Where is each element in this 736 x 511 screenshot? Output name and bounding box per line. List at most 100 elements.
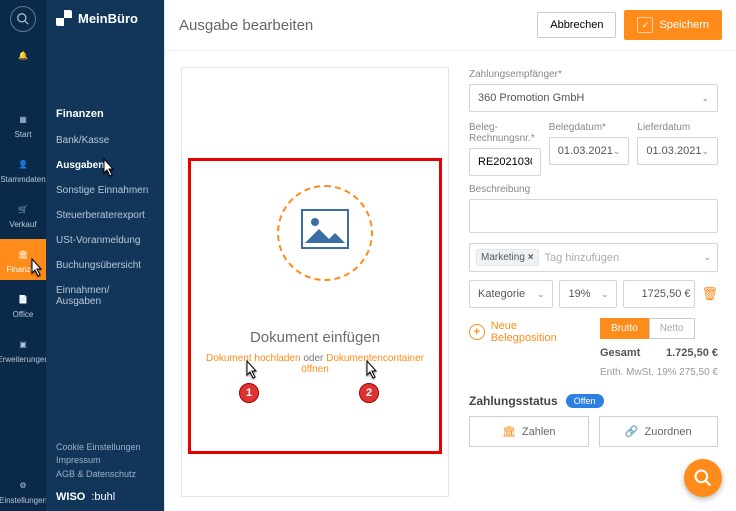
help-fab[interactable] xyxy=(684,459,722,497)
sidebar-item-buchung[interactable]: Buchungsübersicht xyxy=(46,253,164,278)
assign-label: Zuordnen xyxy=(645,426,692,438)
left-rail: 🔔 ▦Start 👤Stammdaten 🛒Verkauf 🏛Finanzen … xyxy=(0,0,46,511)
brand-logo-icon xyxy=(56,10,72,26)
office-icon: 📄 xyxy=(14,290,32,308)
category-value: Kategorie xyxy=(478,288,525,300)
sidebar-item-einnahmen[interactable]: Sonstige Einnahmen xyxy=(46,178,164,203)
vat-select[interactable]: 19% ⌄ xyxy=(559,280,617,308)
check-icon: ✓ xyxy=(637,17,653,33)
deldate-label: Lieferdatum xyxy=(637,122,718,133)
desc-input[interactable] xyxy=(469,199,718,233)
footer-link-impressum[interactable]: Impressum xyxy=(56,454,154,468)
delete-line-button[interactable]: 🗑 xyxy=(701,286,718,302)
tag-chip[interactable]: Marketing × xyxy=(476,249,539,266)
cursor-icon xyxy=(98,157,118,179)
chevron-down-icon: ⌄ xyxy=(703,252,711,263)
status-heading: Zahlungsstatus xyxy=(469,394,558,408)
page-title: Ausgabe bearbeiten xyxy=(179,17,537,34)
rail-stammdaten[interactable]: 👤 Stammdaten xyxy=(0,149,46,190)
mwst-value: 275,50 € xyxy=(679,367,718,378)
tag-remove-icon[interactable]: × xyxy=(528,252,534,263)
pay-button[interactable]: 🏛 Zahlen xyxy=(469,416,589,447)
document-panel: Dokument einfügen Dokument hochladen ode… xyxy=(165,51,465,511)
mwst-label: Enth. MwSt. 19% xyxy=(600,367,677,378)
link-icon: 🔗 xyxy=(625,425,639,438)
sidebar-item-ausgaben[interactable]: Ausgaben xyxy=(46,153,164,178)
save-button[interactable]: ✓ Speichern xyxy=(624,10,722,40)
payee-label: Zahlungsempfänger* xyxy=(469,69,718,80)
deldate-input[interactable]: 01.03.2021⌄ xyxy=(637,137,718,165)
payee-value: 360 Promotion GmbH xyxy=(478,92,584,104)
invno-label: Beleg-Rechnungsnr.* xyxy=(469,122,541,144)
vat-value: 19% xyxy=(568,288,590,300)
chevron-down-icon: ⌄ xyxy=(701,146,709,157)
docdate-input[interactable]: 01.03.2021⌄ xyxy=(549,137,630,165)
add-position-label: Neue Belegposition xyxy=(491,320,584,344)
sidebar-group: Finanzen xyxy=(46,100,164,128)
save-label: Speichern xyxy=(659,19,709,31)
tag-placeholder: Tag hinzufügen xyxy=(545,252,620,264)
rail-label: Start xyxy=(15,130,32,139)
pay-icon: 🏛 xyxy=(502,425,516,438)
toggle-netto[interactable]: Netto xyxy=(649,318,695,339)
footer-link-cookies[interactable]: Cookie Einstellungen xyxy=(56,441,154,455)
rail-label: Office xyxy=(13,310,34,319)
desc-label: Beschreibung xyxy=(469,184,718,195)
plus-icon: + xyxy=(469,324,485,340)
rail-label: Stammdaten xyxy=(0,175,45,184)
rail-label: Verkauf xyxy=(9,220,36,229)
tutorial-highlight: Dokument einfügen Dokument hochladen ode… xyxy=(188,158,442,454)
docdate-value: 01.03.2021 xyxy=(558,145,613,157)
erweiterungen-icon: ▣ xyxy=(14,335,32,353)
rail-office[interactable]: 📄 Office xyxy=(0,284,46,325)
tutorial-bubble-1: 1 xyxy=(239,383,259,403)
sidebar-item-ust[interactable]: USt-Voranmeldung xyxy=(46,228,164,253)
rail-label: Erweiterungen xyxy=(0,355,49,364)
docdate-label: Belegdatum* xyxy=(549,122,630,133)
dropzone-title: Dokument einfügen xyxy=(191,329,439,346)
rail-finanzen[interactable]: 🏛Finanzen xyxy=(0,239,46,280)
cursor-icon xyxy=(241,359,261,381)
cursor-icon xyxy=(361,359,381,381)
sidebar-item-bank[interactable]: Bank/Kasse xyxy=(46,128,164,153)
chevron-down-icon: ⌄ xyxy=(601,289,609,300)
category-select[interactable]: Kategorie⌄ xyxy=(469,280,553,308)
sum-label: Gesamt xyxy=(600,347,640,359)
rail-verkauf[interactable]: 🛒Verkauf xyxy=(0,194,46,235)
rail-start[interactable]: ▦ Start xyxy=(0,104,46,145)
rail-einstellungen[interactable]: ⚙ Einstellungen xyxy=(0,470,46,511)
start-icon: ▦ xyxy=(14,110,32,128)
form-panel: Zahlungsempfänger* 360 Promotion GmbH⌄ B… xyxy=(465,51,736,511)
pay-label: Zahlen xyxy=(522,426,556,438)
gear-icon: ⚙ xyxy=(14,476,32,494)
status-badge: Offen xyxy=(566,394,604,408)
rail-erweiterungen[interactable]: ▣ Erweiterungen xyxy=(0,329,46,370)
main: Ausgabe bearbeiten Abbrechen ✓Speichern … xyxy=(164,0,736,511)
buhl-logo: :buhl xyxy=(91,491,115,503)
notifications-button[interactable]: 🔔 xyxy=(0,40,46,70)
cancel-button[interactable]: Abbrechen xyxy=(537,12,616,38)
tag-label: Marketing xyxy=(481,252,525,263)
sidebar-item-steuer[interactable]: Steuerberaterexport xyxy=(46,203,164,228)
brand: MeinBüro xyxy=(46,0,164,40)
footer-link-agb[interactable]: AGB & Datenschutz xyxy=(56,468,154,482)
brutto-netto-toggle[interactable]: Brutto Netto xyxy=(600,318,718,339)
rail-label: Einstellungen xyxy=(0,496,47,505)
invno-input[interactable] xyxy=(469,148,541,176)
document-dropzone[interactable]: Dokument einfügen Dokument hochladen ode… xyxy=(181,67,449,497)
toggle-brutto[interactable]: Brutto xyxy=(600,318,649,339)
bell-icon: 🔔 xyxy=(14,46,32,64)
chevron-down-icon: ⌄ xyxy=(613,146,621,157)
amount-input[interactable]: 1725,50 € xyxy=(623,280,695,308)
tag-input[interactable]: Marketing × Tag hinzufügen ⌄ xyxy=(469,243,718,272)
global-search-button[interactable] xyxy=(10,6,36,32)
stammdaten-icon: 👤 xyxy=(14,155,32,173)
sidebar-footer: Cookie Einstellungen Impressum AGB & Dat… xyxy=(46,435,164,488)
assign-button[interactable]: 🔗 Zuordnen xyxy=(599,416,719,447)
add-position-button[interactable]: + Neue Belegposition xyxy=(469,320,584,344)
cursor-icon xyxy=(26,257,46,279)
sidebar-item-einaus[interactable]: Einnahmen/ Ausgaben xyxy=(46,278,164,314)
deldate-value: 01.03.2021 xyxy=(646,145,701,157)
wiso-logo: WISO xyxy=(56,491,85,503)
payee-select[interactable]: 360 Promotion GmbH⌄ xyxy=(469,84,718,112)
